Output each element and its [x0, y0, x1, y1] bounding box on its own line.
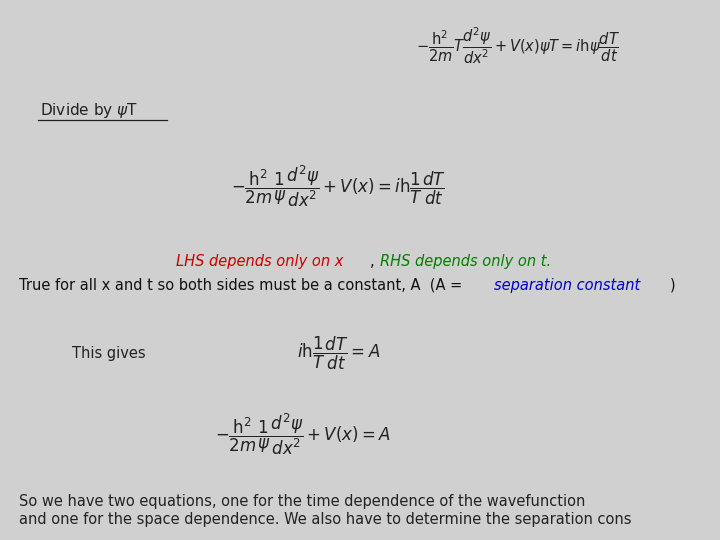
Text: $-\dfrac{\mathrm{h}^2}{2m}\dfrac{1}{\psi}\dfrac{d^2\psi}{dx^2}+V(x) = i\mathrm{h: $-\dfrac{\mathrm{h}^2}{2m}\dfrac{1}{\psi…	[231, 164, 446, 209]
Text: True for all x and t so both sides must be a constant, A  (A =: True for all x and t so both sides must …	[19, 278, 467, 293]
Text: ): )	[670, 278, 675, 293]
Text: $-\dfrac{\mathrm{h}^2}{2m}T\dfrac{d^2\psi}{dx^2}+V(x)\psi T = i\mathrm{h}\psi\df: $-\dfrac{\mathrm{h}^2}{2m}T\dfrac{d^2\ps…	[416, 25, 621, 66]
Text: separation constant: separation constant	[494, 278, 640, 293]
Text: $-\dfrac{\mathrm{h}^2}{2m}\dfrac{1}{\psi}\dfrac{d^2\psi}{dx^2}+V(x) = A$: $-\dfrac{\mathrm{h}^2}{2m}\dfrac{1}{\psi…	[215, 412, 390, 457]
Text: LHS depends only on x: LHS depends only on x	[176, 254, 343, 269]
Text: So we have two equations, one for the time dependence of the wavefunction: So we have two equations, one for the ti…	[19, 494, 586, 509]
Text: RHS depends only on t.: RHS depends only on t.	[380, 254, 552, 269]
Text: and one for the space dependence. We also have to determine the separation cons: and one for the space dependence. We als…	[19, 512, 632, 527]
Text: ,: ,	[369, 254, 374, 269]
Text: This gives: This gives	[72, 346, 145, 361]
Text: $i\mathrm{h}\dfrac{1}{T}\dfrac{dT}{dt} = A$: $i\mathrm{h}\dfrac{1}{T}\dfrac{dT}{dt} =…	[297, 335, 380, 372]
Text: Divide by $\psi$T: Divide by $\psi$T	[40, 101, 138, 120]
